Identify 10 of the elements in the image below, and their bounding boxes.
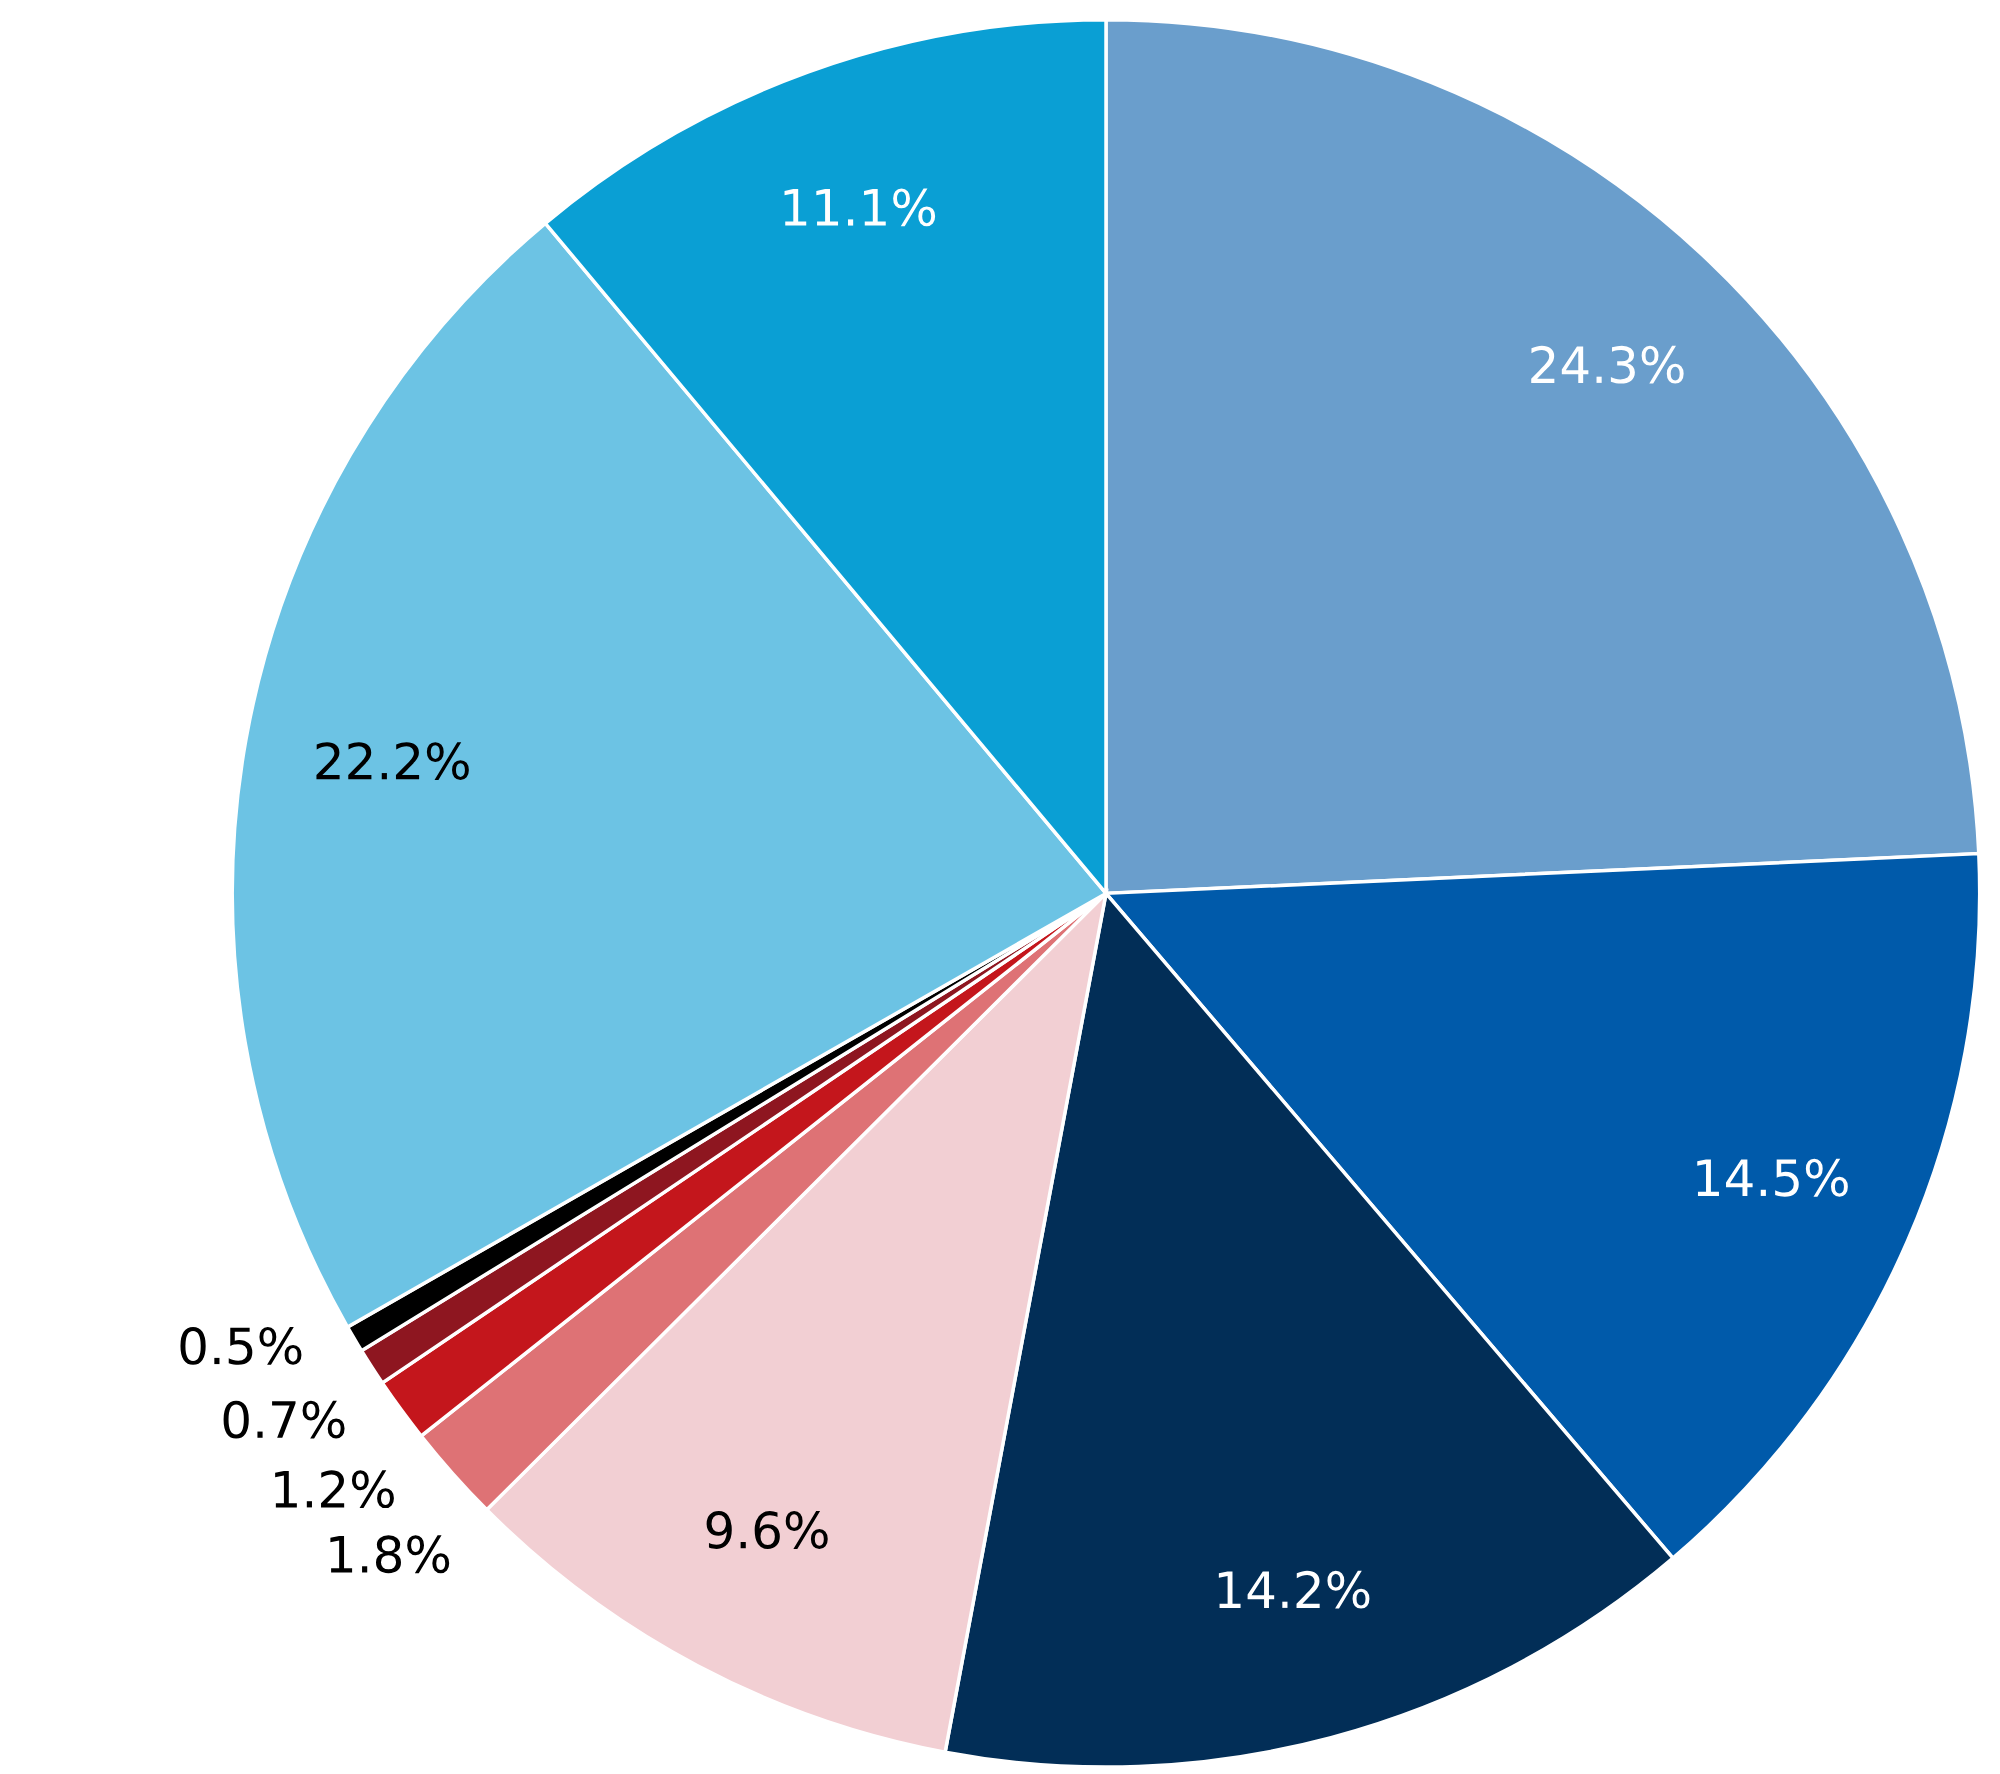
data-label: 0.5% [180, 1326, 302, 1365]
data-label: 14.5% [1697, 1158, 1848, 1197]
data-label: 14.2% [1218, 1570, 1370, 1609]
data-label: 22.2% [316, 742, 469, 780]
data-label: 0.7% [223, 1400, 345, 1439]
data-label: 1.8% [330, 1535, 450, 1574]
data-label: 24.3% [1531, 345, 1684, 384]
data-label: 11.1% [784, 188, 936, 227]
data-label: 9.6% [706, 1511, 828, 1549]
data-label: 1.2% [275, 1470, 394, 1509]
